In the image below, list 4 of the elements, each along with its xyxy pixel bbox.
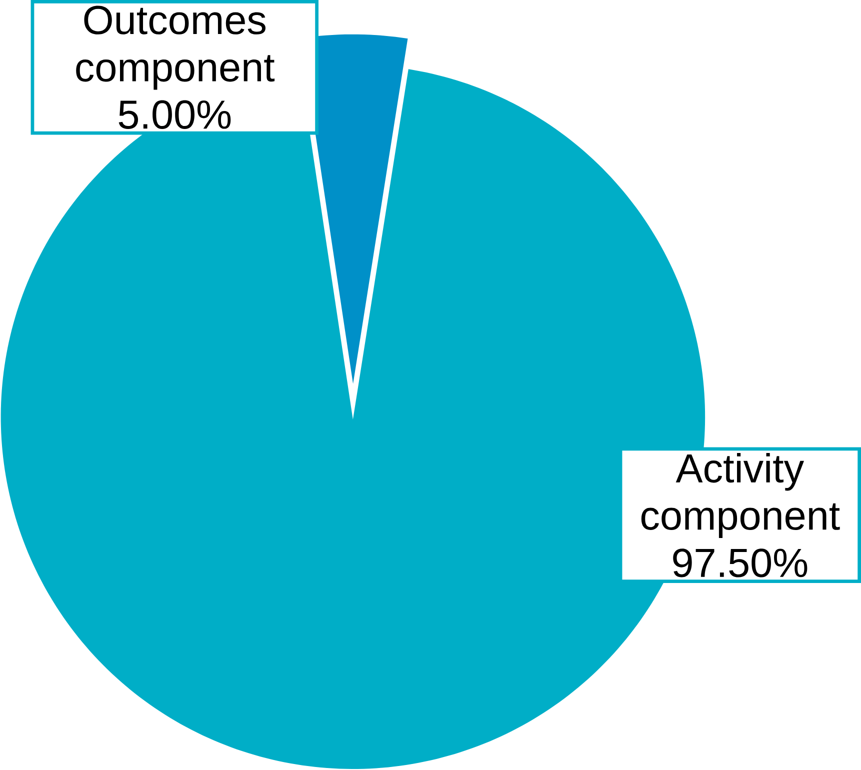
slice-label: Activity component xyxy=(641,453,840,538)
data-label: 5.00% xyxy=(118,100,231,130)
data-label: 97.50% xyxy=(673,548,808,578)
slice-label: Outcomes component xyxy=(76,6,275,90)
